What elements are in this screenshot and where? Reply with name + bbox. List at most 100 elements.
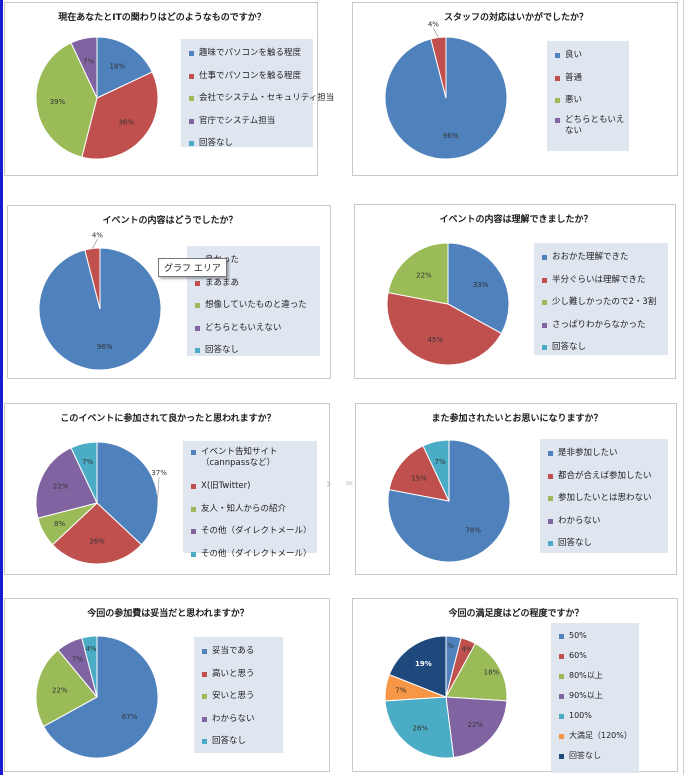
legend-item[interactable]: さっぱりわからなかった [534, 314, 668, 337]
pie-slice[interactable] [387, 242, 449, 305]
chart-panel-7[interactable]: 今回の参加費は妥当だと思われますか？ 67% 22% 7% 4% 妥当である 高いと思う 安い… [4, 598, 330, 772]
legend-item[interactable]: わからない [540, 510, 668, 533]
legend-swatch [195, 303, 200, 308]
legend-item[interactable]: 官庁でシステム担当 [181, 110, 313, 133]
pie-slice[interactable] [70, 36, 98, 99]
pie-slice[interactable] [388, 445, 450, 502]
legend-swatch [559, 654, 564, 659]
legend-item[interactable]: 想像していたものと違った [187, 294, 320, 317]
legend-swatch [189, 73, 194, 79]
pie-slice[interactable] [96, 36, 153, 99]
chart-panel-4[interactable]: イベントの内容は理解できましたか？ 33% 45% 22% おおかた理解できた 半分ぐらい… [354, 204, 676, 379]
legend-swatch [542, 255, 547, 260]
legend-swatch [542, 300, 547, 305]
legend-swatch [189, 141, 194, 146]
pie-slice[interactable] [35, 649, 98, 728]
legend-item[interactable]: どちらともいえない [187, 317, 320, 340]
legend-item[interactable]: まあまあ [187, 272, 320, 295]
legend-item[interactable]: 回答なし [540, 532, 668, 555]
legend-item[interactable]: おおかた理解できた [534, 246, 668, 269]
chart-panel-6[interactable]: また参加されたいとお思いになりますか？ 78% 15% 7% 是非参加したい 都合が合えば… [355, 403, 677, 575]
legend-item[interactable]: 半分ぐらいは理解できた [534, 269, 668, 292]
pie-slice[interactable] [447, 242, 510, 335]
legend-item[interactable]: その他（ダイレクトメール） [183, 543, 317, 566]
legend-swatch [542, 277, 547, 283]
chart-panel-5[interactable]: このイベントに参加されて良かったと思われますか？ 37% 26% 8% 22% 7% イベン… [4, 403, 330, 575]
pie-slice[interactable] [35, 42, 98, 158]
pie-slice[interactable] [96, 441, 159, 546]
legend-item[interactable]: 大満足（120%） [551, 726, 639, 746]
legend-item[interactable]: 趣味でパソコンを触る程度 [181, 42, 313, 65]
data-label: 26% [413, 725, 429, 733]
legend-item[interactable]: 少し難しかったので2・3割 [534, 291, 668, 314]
legend-item[interactable]: 回答なし [551, 746, 639, 766]
pie-slice[interactable] [51, 502, 143, 565]
legend-item[interactable]: 妥当である [194, 640, 283, 663]
chart-panel-8[interactable]: 今回の満足度はどの程度ですか？ 4% 4% 18% 22% 26% 7% 19% 50% 60% 8… [352, 598, 678, 773]
data-label: 4% [462, 645, 473, 653]
legend-item[interactable]: 80%以上 [551, 666, 639, 686]
legend-item[interactable]: 回答なし [534, 336, 668, 359]
chart-panel-1[interactable]: 現在あなたとITの関わりはどのようなものですか？ 18% 36% 39% 7% 趣味でパソ… [4, 2, 334, 176]
pie-slice[interactable] [84, 247, 101, 310]
legend-item[interactable]: 都合が合えば参加したい [540, 465, 668, 488]
pie-slice[interactable] [422, 439, 450, 502]
legend-swatch [559, 674, 564, 679]
legend-item[interactable]: 是非参加したい [540, 442, 668, 465]
legend-label: 高いと思う [212, 668, 255, 679]
legend-item[interactable]: 会社でシステム・セキュリティ担当 [181, 87, 334, 110]
data-label: 22% [468, 721, 484, 729]
pie-slice[interactable] [81, 635, 98, 698]
legend-label: 悪い [565, 95, 583, 105]
pie-slice[interactable] [384, 696, 455, 759]
data-label: 4% [443, 642, 454, 650]
legend-item[interactable]: 良い [547, 44, 629, 67]
legend-item[interactable]: 参加したいとは思わない [540, 487, 668, 510]
legend-item[interactable]: 仕事でパソコンを触る程度 [181, 65, 313, 88]
legend-item[interactable]: X(旧Twitter) [183, 475, 317, 498]
pie-slice[interactable] [81, 71, 159, 160]
pie-slice[interactable] [445, 696, 508, 759]
legend-item[interactable]: 友人・知人からの紹介 [183, 498, 317, 521]
legend-swatch [555, 75, 560, 81]
pie-slice[interactable] [388, 635, 447, 698]
legend-item[interactable]: その他（ダイレクトメール） [183, 520, 317, 543]
chart-legend: イベント告知サイト（cannpassなど） X(旧Twitter) 友人・知人からの… [183, 441, 317, 559]
legend-item[interactable]: 90%以上 [551, 686, 639, 706]
data-label: 78% [465, 527, 481, 535]
legend-item[interactable]: 100% [551, 706, 639, 726]
pie-slice[interactable] [445, 642, 508, 702]
legend-swatch [191, 484, 196, 489]
data-label: 7% [72, 656, 83, 664]
legend-swatch [195, 348, 200, 353]
pie-slice[interactable] [70, 441, 98, 504]
chart-panel-2[interactable]: スタッフの対応はいかがでしたか？ 96% 4% 良い 普通 悪い どちらともいえない [352, 2, 678, 176]
legend-item[interactable]: どちらともいえない [547, 112, 629, 143]
pie-slice[interactable] [386, 291, 503, 366]
legend-swatch [548, 473, 553, 479]
legend-swatch [555, 53, 560, 58]
legend-label: 50% [569, 631, 587, 640]
chart-legend: 趣味でパソコンを触る程度 仕事でパソコンを触る程度 会社でシステム・セキュリティ担当… [181, 39, 334, 148]
legend-item[interactable]: イベント告知サイト（cannpassなど） [183, 444, 317, 475]
legend-item[interactable]: 回答なし [181, 132, 313, 155]
pie-slice[interactable] [42, 635, 159, 759]
legend-item[interactable]: 高いと思う [194, 663, 283, 686]
legend-item[interactable]: わからない [194, 708, 283, 731]
legend-item[interactable]: 60% [551, 646, 639, 666]
legend-item[interactable]: 安いと思う [194, 685, 283, 708]
legend-item[interactable]: 悪い [547, 89, 629, 112]
data-label: 18% [484, 669, 500, 677]
pie-slice[interactable] [387, 439, 511, 563]
chart-panel-3[interactable]: イベントの内容はどうでしたか？96%4%良かったまあまあ想像していたものと違った… [7, 205, 331, 379]
legend-swatch [559, 734, 564, 739]
data-label: 36% [118, 119, 134, 127]
legend-item[interactable]: 普通 [547, 67, 629, 90]
legend-item[interactable]: 50% [551, 626, 639, 646]
legend-label: さっぱりわからなかった [552, 319, 646, 330]
data-label: 37% [151, 469, 167, 477]
pie-slice[interactable] [35, 447, 98, 519]
legend-item[interactable]: 回答なし [194, 730, 283, 753]
legend-item[interactable]: 回答なし [187, 339, 320, 362]
legend-label: 都合が合えば参加したい [558, 470, 652, 481]
